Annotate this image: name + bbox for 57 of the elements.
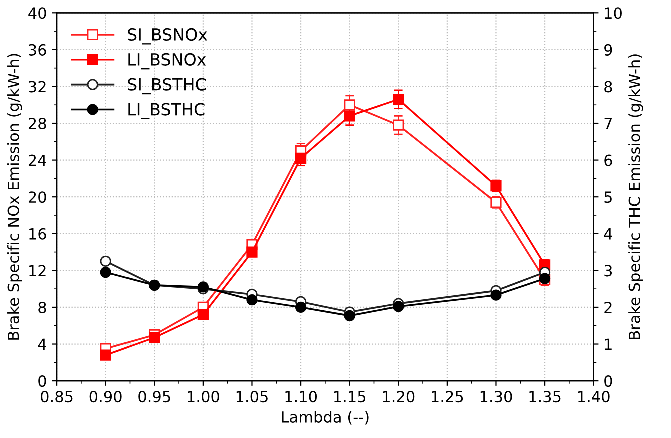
y2-tick-label: 5 bbox=[604, 192, 612, 204]
y2-tick-label: 6 bbox=[604, 154, 612, 166]
y2-tick-label: 1 bbox=[605, 338, 612, 350]
legend-label: LI_BSTHC bbox=[128, 103, 205, 120]
y-tick-label: 8 bbox=[38, 302, 46, 314]
y2-tick-label: 0 bbox=[604, 376, 612, 388]
x-tick-label: 1.15 bbox=[334, 391, 366, 403]
legend-label: SI_BSTHC bbox=[128, 78, 206, 95]
y-tick-label: 20 bbox=[28, 192, 46, 204]
legend-label: SI_BSNOx bbox=[128, 28, 208, 45]
point bbox=[490, 290, 502, 301]
x-tick-label: 1.20 bbox=[383, 391, 415, 403]
y-axis-title: Brake Specific NOx Emission (g/kW-h) bbox=[8, 54, 22, 340]
point bbox=[295, 152, 307, 164]
point bbox=[246, 294, 258, 306]
point bbox=[100, 266, 112, 278]
y-tick-label: 16 bbox=[30, 228, 46, 240]
y2-tick-label: 8 bbox=[604, 81, 612, 93]
point bbox=[246, 246, 258, 258]
x-axis-title: Lambda (--) bbox=[282, 411, 369, 425]
point bbox=[344, 310, 356, 322]
y2-tick-label: 2 bbox=[604, 302, 612, 314]
y-tick-label: 40 bbox=[28, 8, 46, 20]
x-tick-label: 1.30 bbox=[480, 391, 512, 403]
x-tick-label: 1.10 bbox=[286, 391, 318, 403]
point bbox=[344, 100, 356, 111]
point bbox=[149, 332, 160, 344]
point bbox=[344, 110, 356, 122]
y2-tick-label: 3 bbox=[604, 265, 612, 277]
y-tick-label: 28 bbox=[28, 118, 46, 130]
x-tick-label: 1.25 bbox=[432, 391, 464, 403]
x-tick-label: 0.95 bbox=[138, 391, 170, 403]
point bbox=[393, 301, 404, 312]
point bbox=[198, 309, 209, 320]
y2-tick-label: 9 bbox=[604, 44, 612, 56]
x-tick-label: 1.35 bbox=[530, 391, 561, 403]
point bbox=[100, 350, 112, 361]
x-tick-label: 0.90 bbox=[90, 391, 122, 403]
y2-axis-title: Brake Specific THC Emission (g/kW-h) bbox=[628, 54, 644, 340]
y2-tick-label: 7 bbox=[604, 118, 612, 130]
point bbox=[100, 256, 112, 268]
y-tick-label: 32 bbox=[29, 81, 46, 93]
y2-tick-label: 4 bbox=[604, 228, 612, 240]
point bbox=[393, 120, 404, 131]
x-tick-label: 1.40 bbox=[578, 391, 610, 403]
y-tick-label: 0 bbox=[38, 376, 46, 388]
point bbox=[393, 94, 404, 106]
y-tick-label: 24 bbox=[28, 154, 46, 166]
x-tick-label: 1.00 bbox=[188, 391, 220, 403]
y-tick-label: 36 bbox=[29, 44, 46, 56]
x-tick-label: 1.05 bbox=[236, 391, 268, 403]
legend-label: LI_BSNOx bbox=[128, 53, 206, 70]
y-tick-label: 12 bbox=[30, 265, 46, 276]
y2-tick-label: 10 bbox=[605, 8, 622, 20]
point bbox=[295, 302, 307, 314]
y-tick-label: 4 bbox=[38, 338, 46, 350]
x-tick-label: 0.85 bbox=[41, 391, 73, 403]
